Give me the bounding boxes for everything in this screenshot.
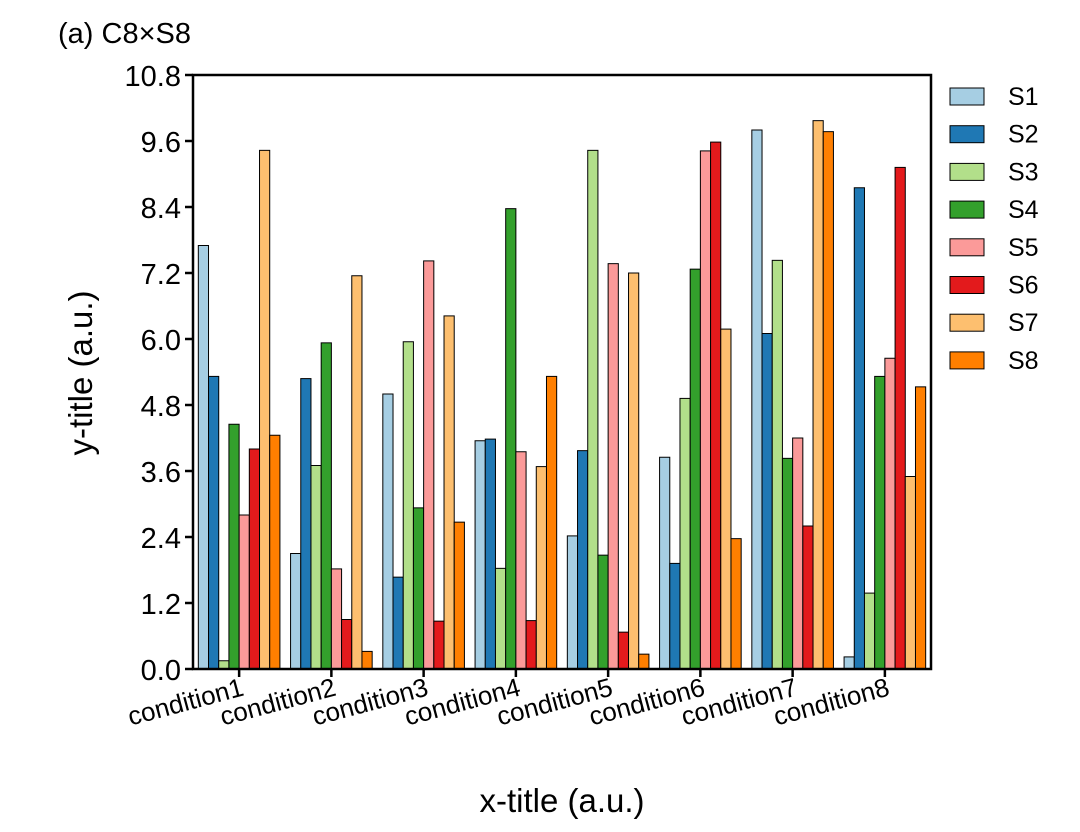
bar-s6-condition7 (802, 525, 814, 670)
bar-s5-condition8 (884, 357, 896, 670)
bars-layer (197, 120, 927, 670)
y-tick-label: 6.0 (141, 325, 181, 357)
legend-swatch-s8 (949, 351, 985, 370)
y-tick-label: 4.8 (141, 391, 181, 423)
bar-s2-condition1 (208, 375, 220, 670)
bar-s3-condition6 (679, 397, 691, 670)
legend-label-s8: S8 (1008, 347, 1039, 375)
bar-s4-condition1 (228, 423, 240, 670)
legend-label-s1: S1 (1008, 83, 1039, 111)
bar-s2-condition3 (392, 576, 404, 670)
bar-s7-condition3 (443, 315, 455, 670)
bar-s8-condition5 (638, 653, 650, 670)
bar-s1-condition6 (659, 456, 671, 670)
bar-s5-condition5 (607, 263, 619, 670)
bar-s5-condition6 (699, 150, 712, 670)
bar-s2-condition6 (669, 562, 681, 670)
bar-s3-condition2 (310, 465, 322, 670)
legend: S1 S2 S3 S4 S5 S6 S7 S8 (949, 83, 1039, 375)
bar-s6-condition6 (710, 141, 722, 670)
y-tick-label: 9.6 (141, 127, 181, 159)
bar-s7-condition8 (904, 476, 916, 670)
bar-s5-condition7 (792, 437, 804, 670)
bar-s8-condition6 (730, 538, 742, 670)
bar-s8-condition1 (269, 434, 281, 670)
bar-s6-condition2 (341, 619, 353, 670)
y-tick-label: 3.6 (141, 457, 181, 489)
bar-s4-condition8 (874, 375, 886, 670)
bar-s2-condition7 (761, 333, 773, 670)
bar-s6-condition8 (894, 166, 906, 670)
bar-s6-condition3 (433, 620, 445, 670)
bar-s6-condition5 (617, 631, 630, 670)
legend-label-s5: S5 (1008, 234, 1039, 262)
bar-s2-condition8 (853, 187, 865, 670)
legend-swatch-s7 (949, 313, 985, 332)
bar-s7-condition1 (259, 149, 271, 670)
y-tick-label: 8.4 (141, 193, 181, 225)
bar-s8-condition4 (545, 375, 558, 670)
x-axis-title: x-title (a.u.) (479, 782, 644, 819)
bar-s4-condition2 (320, 342, 332, 670)
legend-label-s2: S2 (1008, 121, 1039, 149)
bar-s8-condition8 (914, 386, 927, 670)
bar-s1-condition3 (382, 393, 394, 670)
bar-s1-condition5 (566, 535, 579, 670)
bar-s3-condition4 (494, 567, 507, 670)
bar-s1-condition7 (751, 129, 763, 670)
bar-s3-condition3 (402, 341, 414, 670)
bar-s6-condition4 (525, 620, 537, 670)
bar-s4-condition7 (781, 457, 794, 670)
bar-s4-condition5 (597, 554, 609, 670)
chart-title: (a) C8×S8 (58, 18, 191, 50)
bar-s8-condition2 (361, 650, 373, 670)
legend-swatch-s2 (949, 125, 985, 144)
y-tick-label: 0.0 (141, 655, 181, 687)
bar-s4-condition4 (505, 208, 517, 670)
legend-swatch-s4 (949, 200, 985, 219)
bar-s5-condition2 (330, 568, 343, 670)
bar-s4-condition6 (689, 268, 701, 670)
y-tick-label: 1.2 (141, 589, 181, 621)
bar-s2-condition2 (300, 378, 312, 670)
bar-s1-condition2 (290, 553, 302, 670)
bar-s2-condition5 (577, 450, 589, 670)
bar-s3-condition7 (771, 259, 783, 670)
bar-s5-condition3 (423, 260, 435, 670)
legend-swatch-s5 (949, 238, 985, 257)
bar-s7-condition6 (720, 328, 732, 670)
legend-swatch-s1 (949, 87, 985, 106)
bar-s1-condition8 (843, 656, 855, 670)
bar-s1-condition4 (474, 440, 486, 670)
bar-s7-condition5 (628, 272, 640, 670)
y-tick-label: 2.4 (141, 523, 181, 555)
bar-s4-condition3 (412, 507, 425, 670)
plot-frame (191, 73, 933, 671)
bar-s7-condition7 (812, 120, 824, 670)
legend-swatch-s3 (949, 162, 985, 181)
bar-s5-condition1 (238, 514, 250, 670)
bar-s3-condition5 (587, 149, 599, 670)
x-axis: condition1condition2condition3condition4… (124, 669, 892, 731)
y-axis: 0.0 1.2 2.4 3.6 4.8 6.0 7.2 8.4 9.6 10.8 (125, 61, 193, 687)
legend-swatch-s6 (949, 276, 985, 294)
bar-s1-condition1 (197, 245, 210, 670)
bar-s2-condition4 (484, 438, 496, 670)
y-tick-label: 10.8 (125, 61, 181, 93)
bar-s7-condition4 (535, 466, 547, 670)
bar-s7-condition2 (351, 275, 363, 670)
legend-label-s3: S3 (1008, 158, 1039, 186)
legend-label-s4: S4 (1008, 196, 1039, 224)
y-axis-title: y-title (a.u.) (62, 290, 99, 455)
legend-label-s6: S6 (1008, 272, 1039, 300)
bar-s6-condition1 (248, 448, 261, 670)
y-tick-label: 7.2 (141, 259, 181, 291)
bar-s5-condition4 (515, 451, 527, 670)
bar-s3-condition8 (863, 592, 876, 670)
legend-label-s7: S7 (1008, 309, 1039, 337)
bar-s8-condition3 (453, 521, 465, 670)
bar-s8-condition7 (822, 131, 834, 670)
